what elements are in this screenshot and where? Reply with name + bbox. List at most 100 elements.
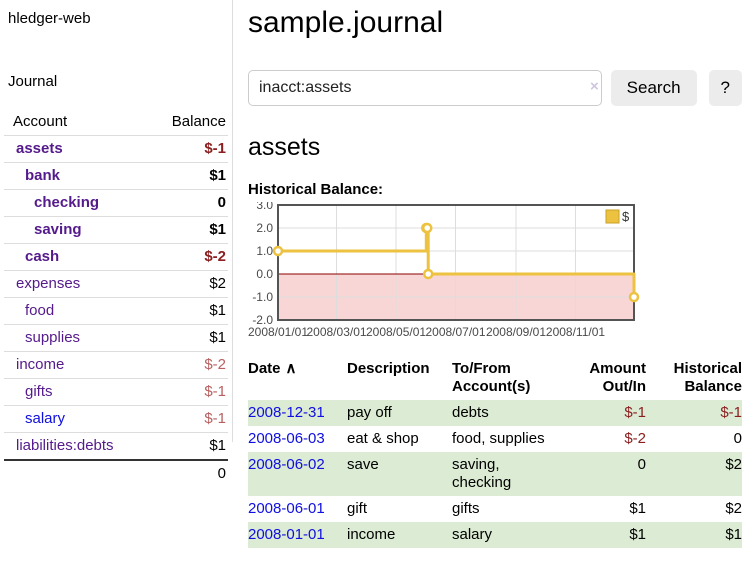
- chart-x-tick: 2008/09/01: [486, 325, 546, 339]
- register-accounts: food, supplies: [452, 430, 545, 447]
- register-amount: $1: [629, 526, 646, 543]
- register-description: eat & shop: [347, 430, 419, 447]
- balance-chart: 3.0 2.0 1.0 0.0 -1.0 -2.02008/01/012008/03/01…: [248, 202, 640, 339]
- chart-border: [277, 204, 635, 321]
- register-description: save: [347, 456, 379, 473]
- account-link[interactable]: expenses: [16, 275, 81, 292]
- accounts-col-balance: Balance: [171, 113, 226, 130]
- chart-x-tick: 2008/03/01: [306, 325, 366, 339]
- page-title: sample.journal: [248, 6, 444, 39]
- account-row: expenses $2: [4, 270, 228, 298]
- account-balance: $-1: [144, 378, 228, 406]
- register-accounts: gifts: [452, 500, 480, 517]
- sidebar: hledger-web Journal Account Balance asse…: [0, 0, 232, 487]
- account-row: income $-2: [4, 351, 228, 379]
- sort-asc-icon: ∧: [285, 360, 297, 377]
- register-row: 2008-06-03 eat & shop food, supplies $-2 0: [248, 426, 742, 452]
- account-row: checking 0: [4, 189, 228, 217]
- main-content: sample.journal × Search ? assets Histori…: [248, 0, 742, 548]
- register-description: pay off: [347, 404, 392, 421]
- register-balance: $-1: [720, 404, 742, 421]
- register-header-row: Date ∧ Description To/From Account(s) Amo…: [248, 356, 742, 400]
- account-link[interactable]: checking: [34, 194, 100, 211]
- accounts-total-value: 0: [144, 459, 228, 487]
- register-col-description: Description: [347, 360, 430, 377]
- register-row: 2008-12-31 pay off debts $-1 $-1: [248, 400, 742, 426]
- register-accounts: debts: [452, 404, 489, 421]
- account-row: saving $1: [4, 216, 228, 244]
- chart-x-tick: 2008/01/01: [248, 325, 308, 339]
- account-row: gifts $-1: [4, 378, 228, 406]
- chart-x-tick: 2008/11/01: [546, 325, 605, 339]
- account-balance: $-1: [144, 405, 228, 433]
- chart-y-tick: -2.0: [252, 313, 273, 327]
- account-link[interactable]: bank: [25, 167, 61, 184]
- register-col-amount: Amount Out/In: [589, 360, 646, 395]
- accounts-total-spacer: [4, 459, 145, 487]
- register-amount: 0: [637, 456, 646, 473]
- account-link[interactable]: saving: [34, 221, 82, 238]
- register-date-link[interactable]: 2008-06-02: [248, 456, 325, 473]
- register-date-link[interactable]: 2008-06-03: [248, 430, 325, 447]
- register-col-date[interactable]: Date ∧: [248, 360, 297, 377]
- account-row: food $1: [4, 297, 228, 325]
- account-balance: $1: [144, 297, 228, 325]
- chart-x-tick: 2008/05/01: [366, 325, 426, 339]
- chart-y-tick: 0.0: [256, 267, 273, 281]
- register-row: 2008-06-01 gift gifts $1 $2: [248, 496, 742, 522]
- account-balance: $2: [144, 270, 228, 298]
- account-link[interactable]: cash: [25, 248, 60, 265]
- account-link[interactable]: income: [16, 356, 65, 373]
- register-row: 2008-01-01 income salary $1 $1: [248, 522, 742, 548]
- chart-point: [421, 222, 433, 234]
- account-row: liabilities:debts $1: [4, 432, 228, 460]
- register-accounts: saving, checking: [452, 456, 512, 491]
- accounts-table-header: Account Balance: [4, 109, 228, 136]
- chart-legend-swatch: [605, 209, 620, 224]
- register-balance: 0: [733, 430, 742, 447]
- chart-point: [628, 291, 640, 303]
- chart-legend-label: $: [622, 209, 630, 224]
- account-balance: $1: [144, 162, 228, 190]
- account-row: salary $-1: [4, 405, 228, 433]
- account-link[interactable]: supplies: [25, 329, 81, 346]
- chart-x-tick: 2008/07/01: [425, 325, 485, 339]
- account-balance: $1: [144, 432, 228, 460]
- chart-y-tick: 3.0: [256, 202, 273, 212]
- clear-search-icon[interactable]: ×: [590, 78, 599, 95]
- register-date-link[interactable]: 2008-01-01: [248, 526, 325, 543]
- account-link[interactable]: food: [25, 302, 55, 319]
- brand-link[interactable]: hledger-web: [8, 10, 91, 27]
- account-balance: $1: [144, 324, 228, 352]
- account-link[interactable]: salary: [25, 410, 66, 427]
- account-row: cash $-2: [4, 243, 228, 271]
- sidebar-divider: [232, 0, 233, 442]
- account-link[interactable]: liabilities:debts: [16, 437, 114, 454]
- account-balance: $-1: [144, 135, 228, 163]
- chart-y-tick: 2.0: [256, 221, 273, 235]
- register-description: gift: [347, 500, 368, 517]
- account-link[interactable]: gifts: [25, 383, 53, 400]
- register-col-accounts: To/From Account(s): [452, 360, 531, 395]
- search-input[interactable]: [248, 70, 602, 106]
- chart-point: [422, 268, 434, 280]
- accounts-col-account: Account: [13, 113, 68, 130]
- register-amount: $-1: [624, 404, 646, 421]
- accounts-total-row: 0: [4, 459, 228, 487]
- search-button[interactable]: Search: [610, 70, 697, 106]
- register-col-balance: Historical Balance: [673, 360, 742, 395]
- account-link[interactable]: assets: [16, 140, 63, 157]
- register-amount: $-2: [624, 430, 646, 447]
- nav-journal-link[interactable]: Journal: [8, 73, 58, 90]
- search-form: × Search ?: [248, 70, 742, 106]
- register-description: income: [347, 526, 396, 543]
- account-balance: $-2: [144, 351, 228, 379]
- chart-y-tick: 1.0: [256, 244, 273, 258]
- account-balance: $-2: [144, 243, 228, 271]
- register-balance: $2: [725, 500, 742, 517]
- register-accounts: salary: [452, 526, 493, 543]
- register-date-link[interactable]: 2008-12-31: [248, 404, 325, 421]
- help-button[interactable]: ?: [708, 70, 742, 106]
- account-heading: assets: [248, 133, 321, 161]
- register-date-link[interactable]: 2008-06-01: [248, 500, 325, 517]
